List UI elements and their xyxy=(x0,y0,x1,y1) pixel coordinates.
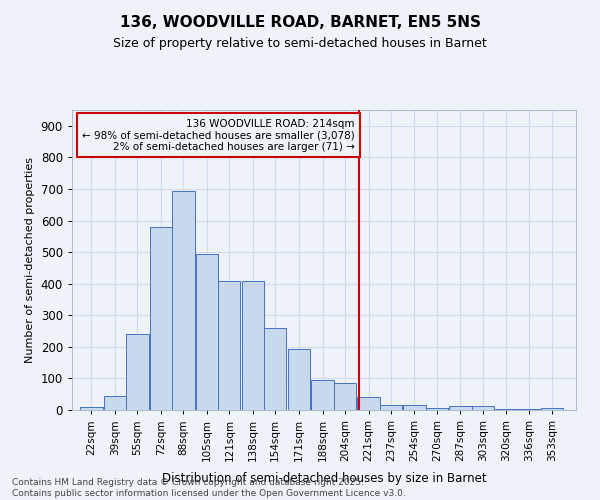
Bar xyxy=(541,408,563,410)
Bar xyxy=(196,254,218,410)
Bar xyxy=(104,396,126,410)
Bar xyxy=(358,398,380,410)
Bar xyxy=(380,404,402,410)
Bar xyxy=(403,404,425,410)
Bar xyxy=(449,406,472,410)
Bar xyxy=(425,408,448,410)
Text: Contains HM Land Registry data © Crown copyright and database right 2025.
Contai: Contains HM Land Registry data © Crown c… xyxy=(12,478,406,498)
Bar xyxy=(288,349,310,410)
Y-axis label: Number of semi-detached properties: Number of semi-detached properties xyxy=(25,157,35,363)
Text: Size of property relative to semi-detached houses in Barnet: Size of property relative to semi-detach… xyxy=(113,38,487,51)
Bar xyxy=(311,380,334,410)
Bar xyxy=(242,280,264,410)
Text: 136, WOODVILLE ROAD, BARNET, EN5 5NS: 136, WOODVILLE ROAD, BARNET, EN5 5NS xyxy=(119,15,481,30)
Bar xyxy=(264,328,286,410)
Bar xyxy=(80,407,103,410)
Bar xyxy=(472,406,494,410)
X-axis label: Distribution of semi-detached houses by size in Barnet: Distribution of semi-detached houses by … xyxy=(161,472,487,486)
Bar xyxy=(172,190,194,410)
Bar xyxy=(150,228,172,410)
Bar xyxy=(218,280,241,410)
Bar xyxy=(126,334,149,410)
Text: 136 WOODVILLE ROAD: 214sqm
← 98% of semi-detached houses are smaller (3,078)
2% : 136 WOODVILLE ROAD: 214sqm ← 98% of semi… xyxy=(82,118,355,152)
Bar xyxy=(334,383,356,410)
